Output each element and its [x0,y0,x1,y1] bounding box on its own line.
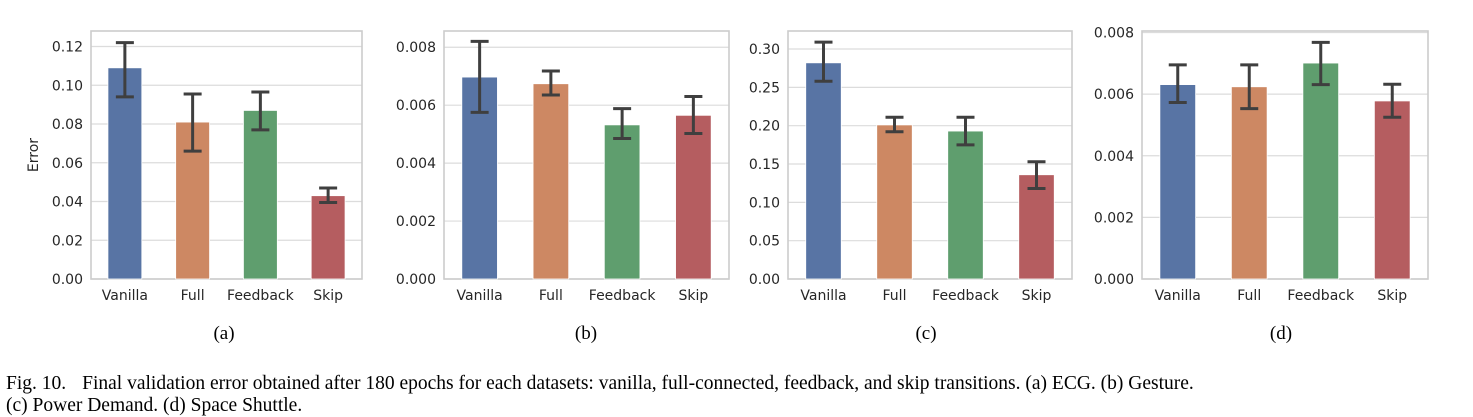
plot-frame [1141,30,1429,280]
x-tick-label: Vanilla [102,288,148,304]
y-tick-label: 0.00 [749,272,780,288]
y-tick-label: 0.000 [1094,272,1134,288]
y-tick-label: 0.008 [396,40,436,56]
figure-panels: 0.00 0.02 0.04 0.06 0.08 0.10 0.12 Vanilla Full F… [26,26,1429,344]
y-tick-label: 0.20 [749,119,780,135]
bar-full [532,83,570,280]
y-tick-label: 0.04 [52,195,83,211]
x-tick-label: Skip [313,288,343,304]
y-tick-label: 0.006 [1094,87,1134,103]
figure-number: Fig. 10. [6,373,67,394]
y-tick-label: 0.000 [396,272,436,288]
x-tick-label: Skip [1377,288,1407,304]
x-tick-label: Vanilla [1155,288,1201,304]
bar-skip [310,195,346,280]
y-tick-label: 0.006 [396,98,436,114]
bar-feedback [243,110,278,280]
y-tick-label: 0.10 [749,195,780,211]
y-tick-label: 0.08 [52,117,83,133]
bar-vanilla [805,62,842,280]
x-tick-label: Vanilla [457,288,503,304]
y-tick-label: 0.30 [749,42,780,58]
y-tick-label: 0.02 [52,233,83,249]
y-tick-label: 0.10 [52,78,83,94]
subfigure-label: (d) [1270,323,1292,344]
plot-frame [90,30,363,280]
caption-line-2: (c) Power Demand. (d) Space Shuttle. [6,395,303,416]
y-tick-label: 0.002 [1094,210,1134,226]
y-tick-label: 0.004 [1094,149,1134,165]
y-tick-label: 0.06 [52,156,83,172]
caption-text: Final validation error obtained after 18… [82,373,1194,394]
x-tick-label: Full [181,288,205,304]
bar-skip [675,114,712,280]
subfigure-label: (b) [575,323,597,344]
y-tick-label: 0.004 [396,156,436,172]
y-tick-label: 0.00 [52,272,83,288]
bar-full [876,124,913,280]
x-tick-label: Skip [1022,288,1052,304]
caption-line-1: Fig. 10. Final validation error obtained … [6,373,1466,395]
bar-feedback [603,124,641,280]
figure-caption: Fig. 10. Final validation error obtained … [6,373,1466,417]
x-tick-label: Feedback [1287,288,1355,304]
subfigure-label: (a) [213,323,234,344]
x-tick-label: Full [1237,288,1261,304]
y-axis-label: Error [26,138,42,172]
x-tick-label: Vanilla [800,288,846,304]
y-tick-label: 0.12 [52,40,83,56]
plot-frame [443,30,730,280]
bar-vanilla [1159,84,1197,280]
y-tick-label: 0.008 [1094,26,1134,42]
y-tick-label: 0.05 [749,234,780,250]
x-tick-label: Feedback [227,288,295,304]
y-tick-label: 0.25 [749,80,780,96]
bar-feedback [1302,62,1340,280]
y-tick-label: 0.002 [396,214,436,230]
x-tick-label: Skip [678,288,708,304]
x-tick-label: Full [539,288,563,304]
x-tick-label: Full [883,288,907,304]
x-tick-label: Feedback [589,288,657,304]
x-tick-label: Feedback [932,288,1000,304]
bar-feedback [947,130,984,280]
bar-skip [1018,174,1055,280]
bar-skip [1373,100,1411,280]
y-tick-label: 0.15 [749,157,780,173]
bar-full [1230,86,1268,280]
subfigure-label: (c) [915,323,936,344]
bar-vanilla [107,67,143,280]
plot-frame [787,30,1073,280]
